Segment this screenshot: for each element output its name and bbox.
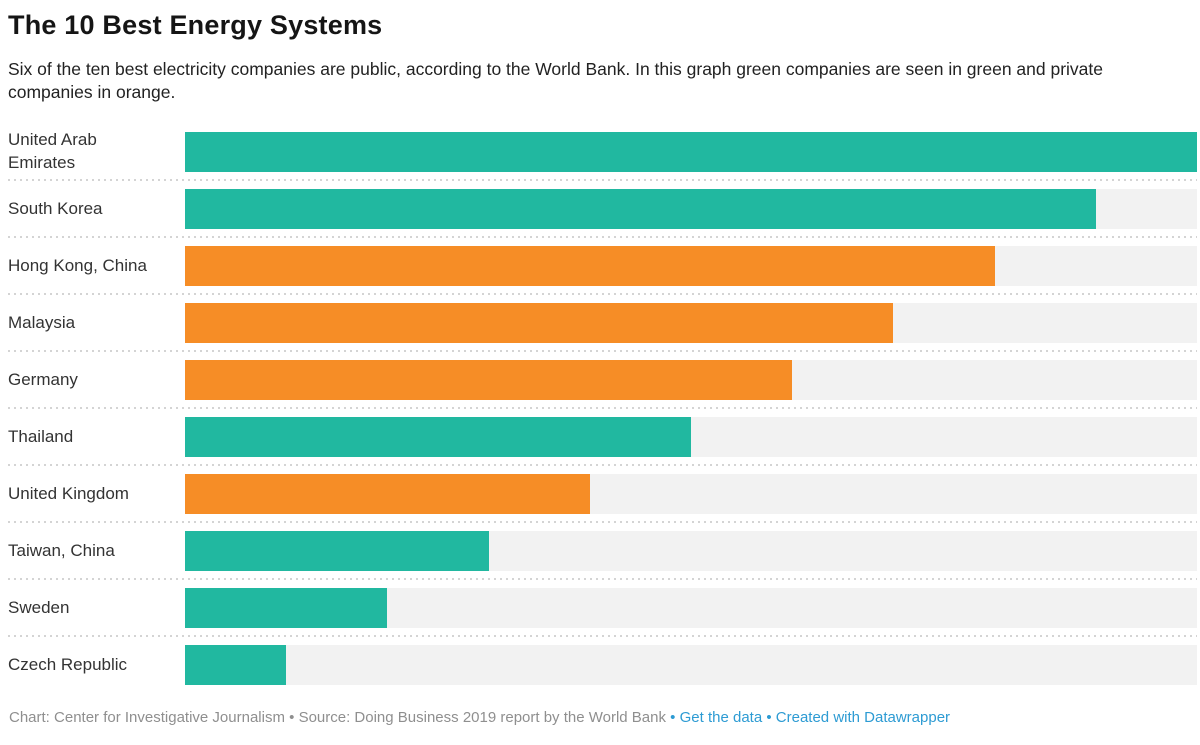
bar[interactable] <box>185 588 388 629</box>
bar-track <box>185 417 1197 458</box>
bar-label: South Korea <box>8 198 103 218</box>
row-separator <box>8 521 1197 524</box>
bar-label: Germany <box>8 369 78 389</box>
chart-row: Sweden <box>8 588 1197 629</box>
bar[interactable] <box>185 531 489 572</box>
bar-track <box>185 531 1197 572</box>
chart-footer: Chart: Center for Investigative Journali… <box>8 709 1197 726</box>
chart-description: Six of the ten best electricity companie… <box>8 59 1104 103</box>
bar-label: Thailand <box>8 426 74 446</box>
bar-track <box>185 360 1197 401</box>
chart-row: Germany <box>8 360 1197 401</box>
created-with-datawrapper-link[interactable]: Created with Datawrapper <box>775 709 951 727</box>
bar-label: Sweden <box>8 597 70 617</box>
bar-label: United Arab Emirates <box>8 130 97 173</box>
row-separator <box>8 179 1197 182</box>
chart-title: The 10 Best Energy Systems <box>8 10 383 40</box>
bar-track <box>185 303 1197 344</box>
bar-label: Czech Republic <box>8 654 128 674</box>
bar[interactable] <box>185 132 1197 173</box>
bar-label: United Kingdom <box>8 483 129 503</box>
bar[interactable] <box>185 246 995 287</box>
chart-source: Source: Doing Business 2019 report by th… <box>298 709 666 727</box>
chart-row: Hong Kong, China <box>8 246 1197 287</box>
chart-row: Czech Republic <box>8 645 1197 686</box>
chart-credit: Chart: Center for Investigative Journali… <box>9 709 285 727</box>
bar[interactable] <box>185 360 793 401</box>
bar-track <box>185 645 1197 686</box>
bar-label: Malaysia <box>8 312 76 332</box>
bar-track <box>185 189 1197 230</box>
bar-track <box>185 588 1197 629</box>
footer-separator: • <box>289 709 295 727</box>
bar-track <box>185 132 1197 173</box>
footer-separator: • <box>670 709 676 727</box>
row-separator <box>8 464 1197 467</box>
bar-track <box>185 474 1197 515</box>
bar[interactable] <box>185 645 287 686</box>
bar[interactable] <box>185 189 1096 230</box>
bar[interactable] <box>185 474 590 515</box>
bar-track <box>185 246 1197 287</box>
bar[interactable] <box>185 417 691 458</box>
bar-label: Hong Kong, China <box>8 255 147 275</box>
chart-row: Thailand <box>8 417 1197 458</box>
row-separator <box>8 293 1197 296</box>
row-separator <box>8 407 1197 410</box>
chart-row: Malaysia <box>8 303 1197 344</box>
bar[interactable] <box>185 303 894 344</box>
get-the-data-link[interactable]: Get the data <box>679 709 763 727</box>
chart-row: South Korea <box>8 189 1197 230</box>
row-separator <box>8 236 1197 239</box>
bar-chart: United Arab Emirates South Korea Hong Kong… <box>8 130 1197 686</box>
chart-row: United Kingdom <box>8 474 1197 515</box>
row-separator <box>8 350 1197 353</box>
bar-label: Taiwan, China <box>8 540 115 560</box>
chart-row: Taiwan, China <box>8 531 1197 572</box>
chart-row: United Arab Emirates <box>8 130 1197 173</box>
row-separator <box>8 578 1197 581</box>
row-separator <box>8 635 1197 638</box>
footer-separator: • <box>766 709 772 727</box>
